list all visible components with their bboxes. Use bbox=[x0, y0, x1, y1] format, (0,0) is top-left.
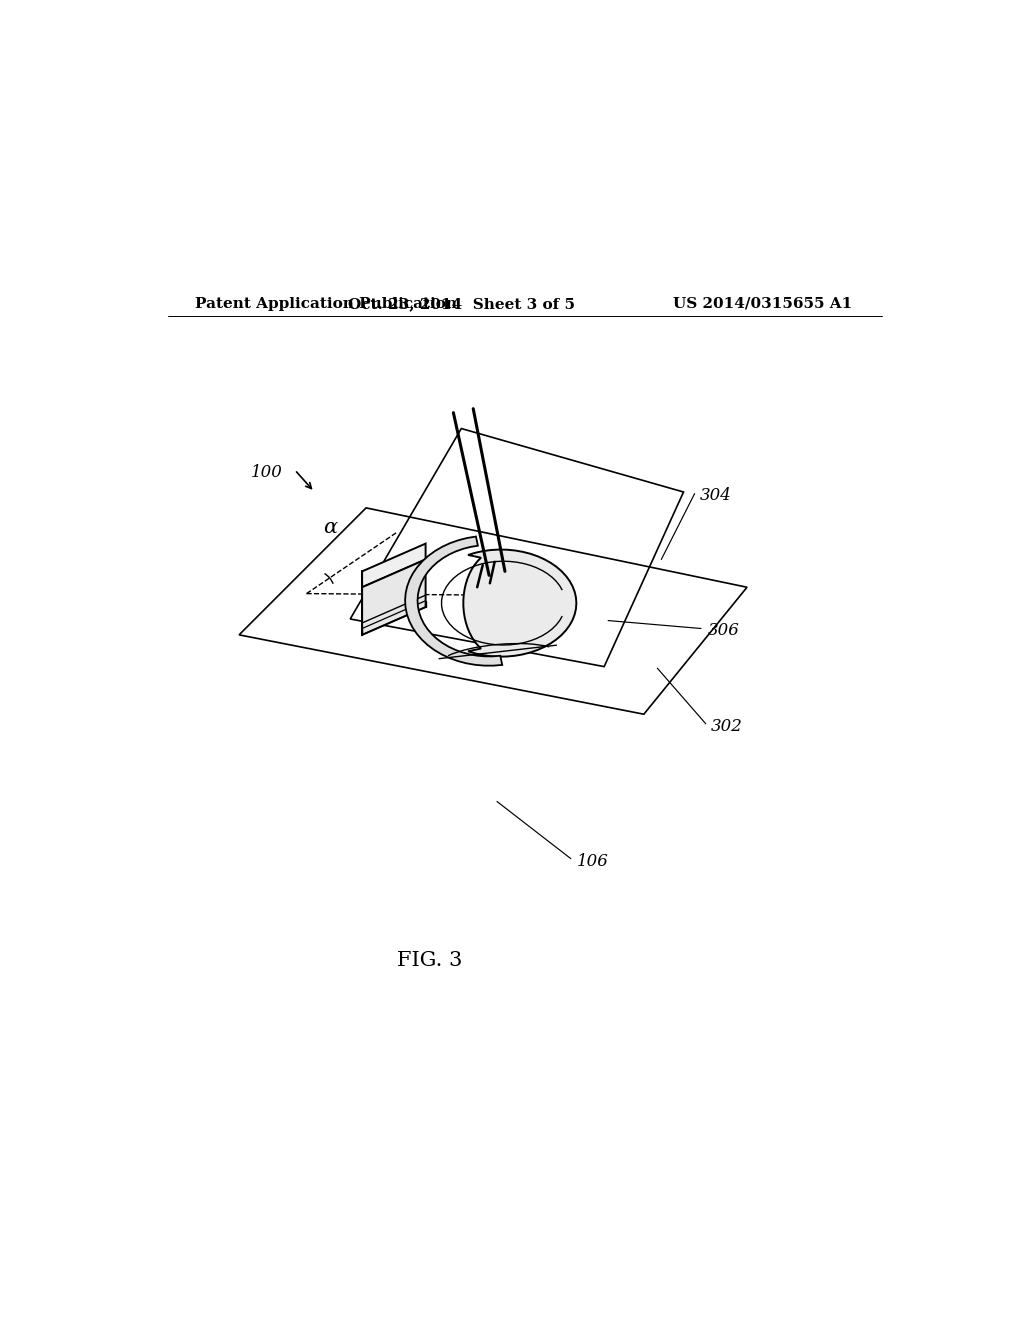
Text: 106: 106 bbox=[577, 853, 608, 870]
Polygon shape bbox=[362, 560, 426, 635]
Text: α: α bbox=[324, 519, 338, 537]
Text: 302: 302 bbox=[712, 718, 743, 735]
Text: 304: 304 bbox=[699, 487, 731, 504]
Text: Patent Application Publication: Patent Application Publication bbox=[196, 297, 458, 312]
Text: FIG. 3: FIG. 3 bbox=[397, 950, 462, 970]
Text: 306: 306 bbox=[708, 623, 739, 639]
Polygon shape bbox=[463, 549, 577, 656]
Text: US 2014/0315655 A1: US 2014/0315655 A1 bbox=[673, 297, 853, 312]
Text: 100: 100 bbox=[251, 463, 283, 480]
Polygon shape bbox=[362, 544, 426, 587]
Text: Oct. 23, 2014  Sheet 3 of 5: Oct. 23, 2014 Sheet 3 of 5 bbox=[348, 297, 574, 312]
Polygon shape bbox=[406, 536, 502, 665]
